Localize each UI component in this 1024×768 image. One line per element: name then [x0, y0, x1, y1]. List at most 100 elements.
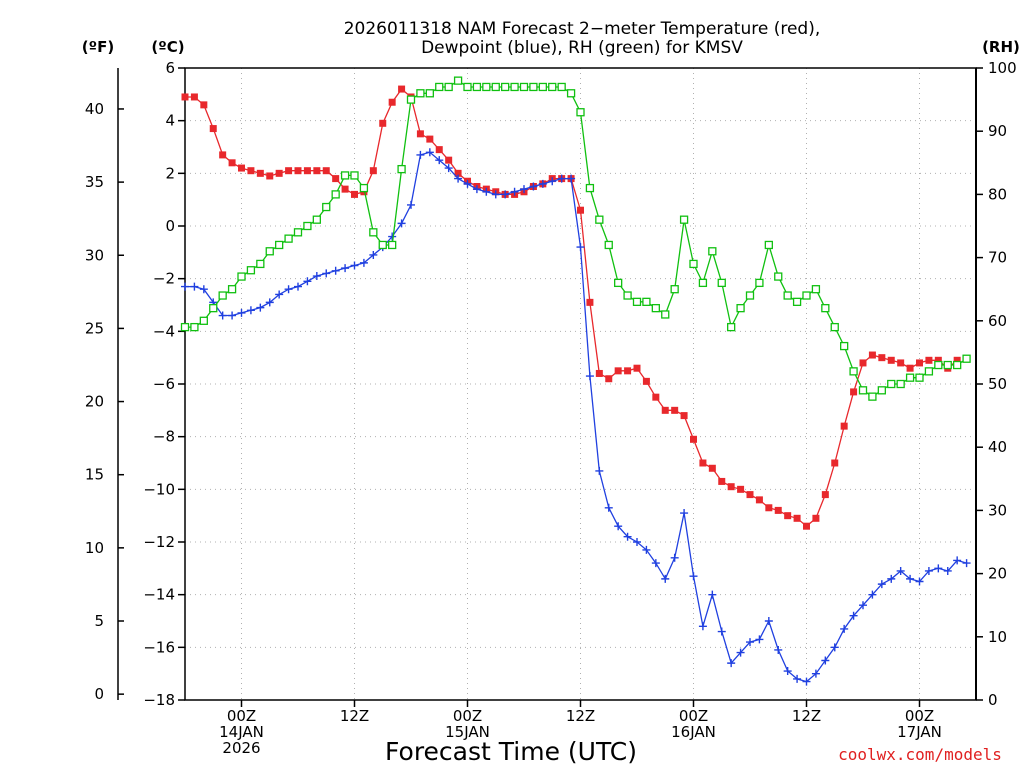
dewpoint-point: [877, 580, 886, 589]
chart-title-line-1: 2026011318 NAM Forecast 2−meter Temperat…: [344, 19, 821, 39]
dewpoint-point: [698, 622, 707, 631]
rh-point: [284, 234, 293, 243]
rh-point: [425, 89, 434, 98]
temperature-point: [614, 367, 622, 375]
temperature-point: [840, 422, 848, 430]
temperature-point: [708, 464, 716, 472]
rh-point: [651, 304, 660, 313]
temperature-point: [727, 483, 735, 491]
rh-point: [397, 164, 406, 174]
dewpoint-point: [303, 277, 312, 286]
temperature-point: [577, 206, 584, 214]
x-tick-label: 12Z: [566, 707, 595, 725]
rh-point: [774, 272, 783, 281]
temperature-point: [878, 354, 886, 362]
temperature-line: [185, 88, 958, 528]
dewpoint-line: [185, 151, 967, 683]
x-axis-title: Forecast Time (UTC): [385, 737, 637, 766]
temperature-point: [351, 190, 358, 198]
fahrenheit-tick-label: 10: [85, 539, 104, 557]
rh-point: [905, 373, 915, 382]
rh-point: [303, 221, 312, 231]
dewpoint-point: [633, 538, 641, 546]
rh-point: [472, 82, 482, 92]
rh-point: [689, 259, 698, 269]
temperature-point: [426, 135, 434, 143]
dewpoint-point: [962, 559, 971, 568]
temperature-point: [821, 491, 829, 499]
rh-tick-label: 20: [988, 565, 1007, 583]
celsius-tick-label: −8: [153, 428, 175, 446]
dewpoint-point: [661, 574, 670, 583]
rh-point: [566, 89, 576, 98]
temperature-point: [671, 406, 679, 414]
celsius-unit-label: (ºC): [151, 38, 184, 56]
fahrenheit-tick-label: 5: [94, 612, 104, 630]
dewpoint-point: [199, 285, 208, 294]
fahrenheit-unit-label: (ºF): [82, 38, 114, 56]
dewpoint-point: [567, 174, 576, 183]
dewpoint-point: [746, 638, 754, 647]
fahrenheit-tick-label: 20: [85, 393, 104, 411]
rh-point: [717, 278, 726, 288]
temperature-point: [379, 119, 387, 127]
temperature-point: [652, 393, 660, 401]
rh-point: [632, 297, 642, 306]
dewpoint-point: [463, 179, 472, 188]
rh-tick-label: 0: [988, 691, 998, 709]
dewpoint-point: [482, 187, 491, 196]
dewpoint-point: [491, 190, 500, 199]
rh-point: [359, 183, 369, 193]
dewpoint-point: [407, 200, 415, 209]
dewpoint-point: [830, 643, 839, 652]
rh-point: [388, 240, 397, 250]
dewpoint-point: [510, 187, 519, 196]
fahrenheit-tick-label: 30: [85, 246, 104, 264]
dewpoint-series: [181, 148, 971, 686]
dewpoint-point: [793, 674, 802, 683]
temperature-point: [313, 167, 321, 175]
temperature-point: [256, 169, 264, 177]
rh-point: [623, 291, 632, 300]
rh-point: [227, 285, 237, 294]
dewpoint-point: [435, 156, 444, 165]
rh-point: [764, 240, 773, 250]
rh-point: [595, 215, 604, 224]
dewpoint-point: [341, 264, 350, 273]
dewpoint-point: [811, 669, 820, 678]
temperature-point: [906, 364, 914, 372]
rh-tick-label: 90: [988, 122, 1007, 140]
rh-point: [416, 89, 425, 98]
x-tick-label: 15JAN: [445, 723, 490, 741]
rh-point: [199, 316, 208, 325]
chart-title-line-2: Dewpoint (blue), RH (green) for KMSV: [421, 38, 743, 58]
dewpoint-point: [350, 261, 359, 270]
temperature-point: [416, 130, 424, 138]
temperature-point: [850, 388, 858, 396]
temperature-point: [275, 169, 283, 177]
rh-point: [576, 108, 585, 117]
dewpoint-point: [397, 219, 406, 228]
rh-point: [924, 367, 934, 376]
temperature-point: [793, 514, 801, 522]
temperature-point: [746, 491, 754, 499]
x-tick-label: 00Z: [905, 707, 934, 725]
celsius-tick-label: −16: [143, 638, 175, 656]
dewpoint-point: [689, 572, 698, 581]
x-tick-label: 14JAN: [219, 723, 264, 741]
dewpoint-point: [265, 298, 274, 307]
rh-point: [811, 285, 821, 294]
rh-point: [858, 386, 868, 395]
dewpoint-point: [501, 190, 510, 199]
rh-point: [745, 291, 755, 300]
temperature-point: [586, 298, 594, 306]
rh-point: [915, 373, 924, 382]
x-tick-label: 00Z: [679, 707, 708, 725]
temperature-point: [803, 522, 810, 530]
dewpoint-point: [284, 285, 293, 294]
dewpoint-point: [614, 522, 623, 531]
rh-point: [237, 272, 246, 281]
x-tick-label: 17JAN: [897, 723, 942, 741]
rh-point: [557, 82, 566, 92]
rh-point: [849, 367, 858, 376]
